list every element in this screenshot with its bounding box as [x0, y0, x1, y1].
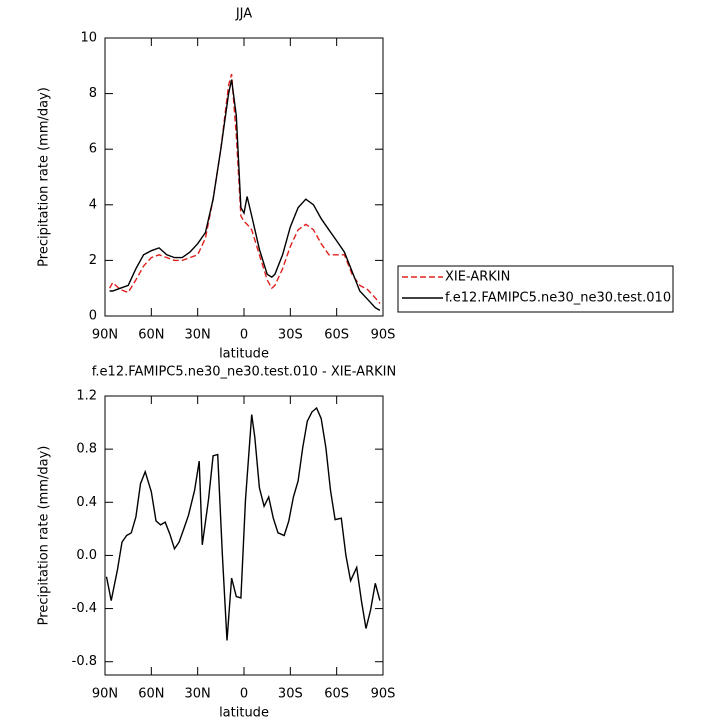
legend-label: f.e12.FAMIPC5.ne30_ne30.test.010	[445, 291, 671, 306]
y-tick-label: 6	[89, 142, 97, 157]
y-tick-label: -0.8	[72, 654, 97, 669]
x-axis-label: latitude	[219, 706, 269, 721]
chart-title: JJA	[235, 7, 252, 22]
y-tick-label: 4	[89, 197, 97, 212]
x-tick-label: 30N	[185, 687, 211, 702]
data-line	[109, 79, 381, 312]
x-tick-label: 0	[240, 328, 248, 343]
data-line	[108, 73, 381, 304]
y-tick-label: 0	[89, 309, 97, 324]
y-tick-label: -0.4	[72, 601, 97, 616]
legend-label: XIE-ARKIN	[445, 270, 510, 285]
y-axis-label: Precipitation rate (mm/day)	[37, 446, 52, 626]
x-tick-label: 0	[240, 687, 248, 702]
y-tick-label: 10	[80, 31, 97, 46]
plot-frame	[104, 37, 384, 317]
y-tick-label: 8	[89, 86, 97, 101]
legend-box	[397, 265, 674, 313]
y-tick-label: 0.8	[76, 442, 97, 457]
x-tick-label: 30N	[185, 328, 211, 343]
x-tick-label: 60N	[138, 687, 164, 702]
y-tick-label: 0.4	[76, 495, 97, 510]
y-tick-label: 0.0	[76, 548, 97, 563]
data-line	[105, 406, 381, 641]
x-tick-label: 90S	[371, 328, 396, 343]
y-tick-label: 2	[89, 253, 97, 268]
x-tick-label: 90S	[371, 687, 396, 702]
x-tick-label: 60S	[324, 687, 349, 702]
chart-title: f.e12.FAMIPC5.ne30_ne30.test.010 - XIE-A…	[92, 365, 396, 380]
x-tick-label: 60S	[324, 328, 349, 343]
x-axis-label: latitude	[219, 347, 269, 362]
x-tick-label: 30S	[278, 328, 303, 343]
y-axis-label: Precipitation rate (mm/day)	[37, 87, 52, 267]
y-tick-label: 1.2	[76, 389, 97, 404]
x-tick-label: 30S	[278, 687, 303, 702]
x-tick-label: 90N	[92, 328, 118, 343]
x-tick-label: 90N	[92, 687, 118, 702]
x-tick-label: 60N	[138, 328, 164, 343]
